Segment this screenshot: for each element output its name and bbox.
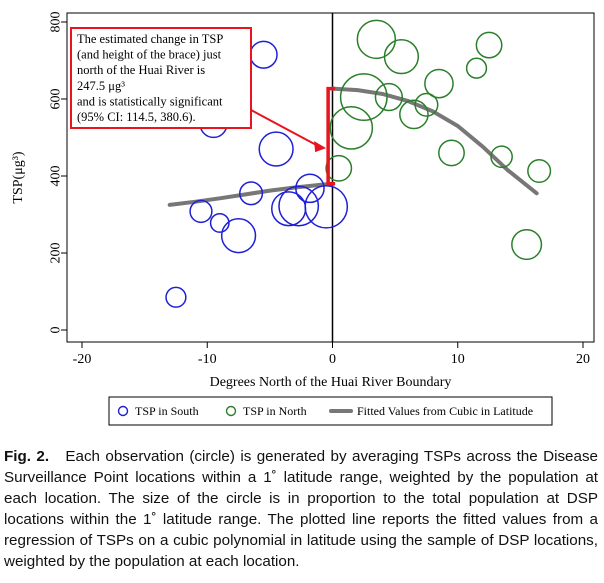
legend-marker-south [117,405,129,417]
point-south [239,181,264,206]
estimate-brace [326,86,336,186]
point-south [304,184,349,229]
legend-label-fit: Fitted Values from Cubic in Latitude [357,404,533,418]
annotation-arrowhead [314,141,327,153]
legend-label-north: TSP in North [243,404,307,418]
point-north [339,73,388,122]
annotation-arrow [250,109,323,150]
point-south [258,131,294,167]
point-south [165,286,187,308]
caption-text: Each observation (circle) is generated b… [4,448,598,570]
legend-label-south: TSP in South [135,404,199,418]
annotation-line: (95% CI: 114.5, 380.6). [77,110,196,124]
point-north [383,39,420,75]
point-north [325,154,353,182]
point-south [189,199,213,224]
y-tick-label: 800 [49,12,64,33]
point-north [414,92,439,117]
point-north [438,139,465,167]
annotation-line: north of the Huai River is [77,63,205,77]
x-tick-label: 20 [576,352,590,367]
legend-marker-north [225,405,237,417]
y-tick-label: 200 [49,243,64,264]
point-north [527,158,552,184]
y-tick-label: 0 [49,327,64,334]
point-north [399,99,429,130]
point-north [374,82,404,112]
legend: TSP in South TSP in North Fitted Values fr… [108,396,553,426]
y-tick-label: 400 [49,166,64,187]
point-north [424,68,454,99]
point-south [295,173,325,204]
fitted-line-segment [330,86,539,196]
point-north [465,57,488,79]
annotation-box [70,27,252,129]
point-north [329,106,374,150]
y-tick-label: 600 [49,89,64,110]
caption-label: Fig. 2. [4,448,50,465]
x-tick-label: -20 [73,352,92,367]
point-south [271,191,307,227]
point-south [249,40,278,69]
point-north [475,31,503,59]
annotation-line: 247.5 μg³ [77,79,125,93]
figure-caption: Fig. 2. Each observation (circle) is gen… [4,446,598,572]
point-north [356,19,397,60]
point-south [209,213,230,233]
plot-frame [66,12,595,343]
annotation-line: and is statistically significant [77,94,223,108]
annotation-line: (and height of the brace) just [77,48,222,62]
x-axis-label: Degrees North of the Huai River Boundary [210,375,452,390]
point-north [511,228,543,261]
point-south [278,185,320,227]
point-south [220,218,257,254]
x-tick-label: 10 [451,352,465,367]
annotation-line: The estimated change in TSP [77,32,223,46]
y-axis-label: TSP(μg³) [11,151,26,203]
point-north [490,145,513,169]
x-tick-label: 0 [329,352,336,367]
x-tick-label: -10 [198,352,217,367]
annotation: The estimated change in TSP (and height o… [70,27,336,186]
